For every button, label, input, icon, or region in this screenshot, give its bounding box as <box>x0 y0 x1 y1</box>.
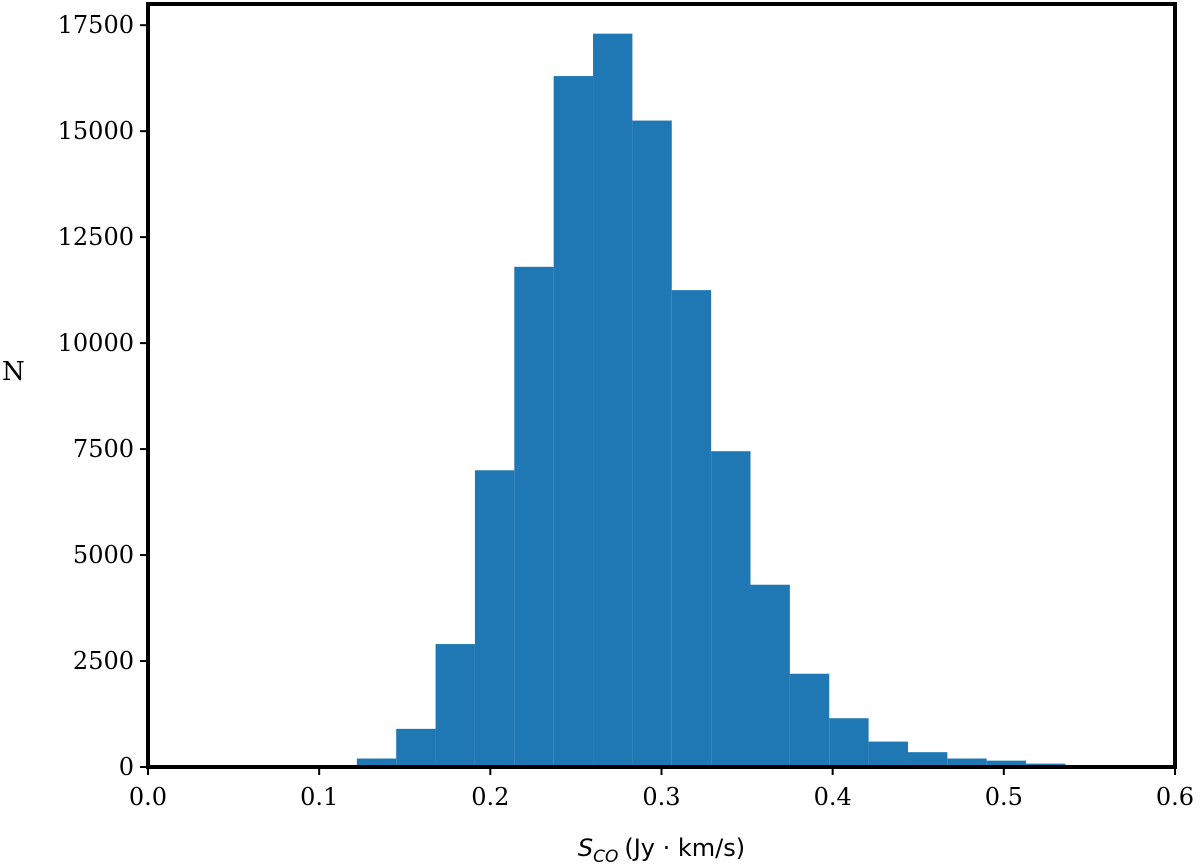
y-axis-ticks: 0 2500 5000 7500 10000 12500 15000 17500 <box>58 11 148 781</box>
x-axis-label-subscript: CO <box>593 847 618 867</box>
x-tick-label: 0.6 <box>1156 783 1194 811</box>
histogram-bar-12 <box>829 718 869 767</box>
y-tick-label: 7500 <box>73 435 134 463</box>
x-axis-label-symbol: S <box>578 834 593 862</box>
histogram-bar-15 <box>947 758 987 767</box>
y-axis-label: N <box>2 357 25 387</box>
y-tick-label: 0 <box>119 753 134 781</box>
histogram-bar-8 <box>671 290 712 767</box>
y-tick-label: 15000 <box>58 117 134 145</box>
histogram-bar-4 <box>514 266 554 767</box>
x-tick-label: 0.5 <box>985 783 1023 811</box>
y-tick-label: 2500 <box>73 647 134 675</box>
y-tick-label: 17500 <box>58 11 134 39</box>
x-tick-label: 0.1 <box>300 783 338 811</box>
histogram-bar-10 <box>750 584 790 767</box>
x-tick-label: 0.3 <box>642 783 680 811</box>
y-tick-label: 10000 <box>58 329 134 357</box>
histogram-bar-9 <box>711 451 751 767</box>
histogram-bars <box>356 33 1066 768</box>
x-tick-label: 0.4 <box>814 783 852 811</box>
x-tick-label: 0.2 <box>471 783 509 811</box>
histogram-bar-16 <box>986 760 1027 767</box>
histogram-bar-5 <box>553 76 594 768</box>
histogram-bar-7 <box>632 120 672 767</box>
x-axis-ticks: 0.0 0.1 0.2 0.3 0.4 0.5 0.6 <box>129 767 1194 811</box>
histogram-bar-0 <box>356 758 397 767</box>
y-tick-label: 12500 <box>58 223 134 251</box>
y-tick-label: 5000 <box>73 541 134 569</box>
histogram-bar-3 <box>474 470 515 767</box>
histogram-bar-14 <box>907 752 948 767</box>
histogram-bar-6 <box>593 33 633 767</box>
histogram-bar-1 <box>396 728 436 767</box>
histogram-bar-2 <box>435 644 475 767</box>
x-tick-label: 0.0 <box>129 783 167 811</box>
x-axis-label-unit: (Jy · km/s) <box>624 834 745 862</box>
histogram-bar-13 <box>868 741 908 767</box>
histogram-bar-11 <box>789 673 830 767</box>
x-axis-label: SCO (Jy · km/s) <box>578 834 745 867</box>
